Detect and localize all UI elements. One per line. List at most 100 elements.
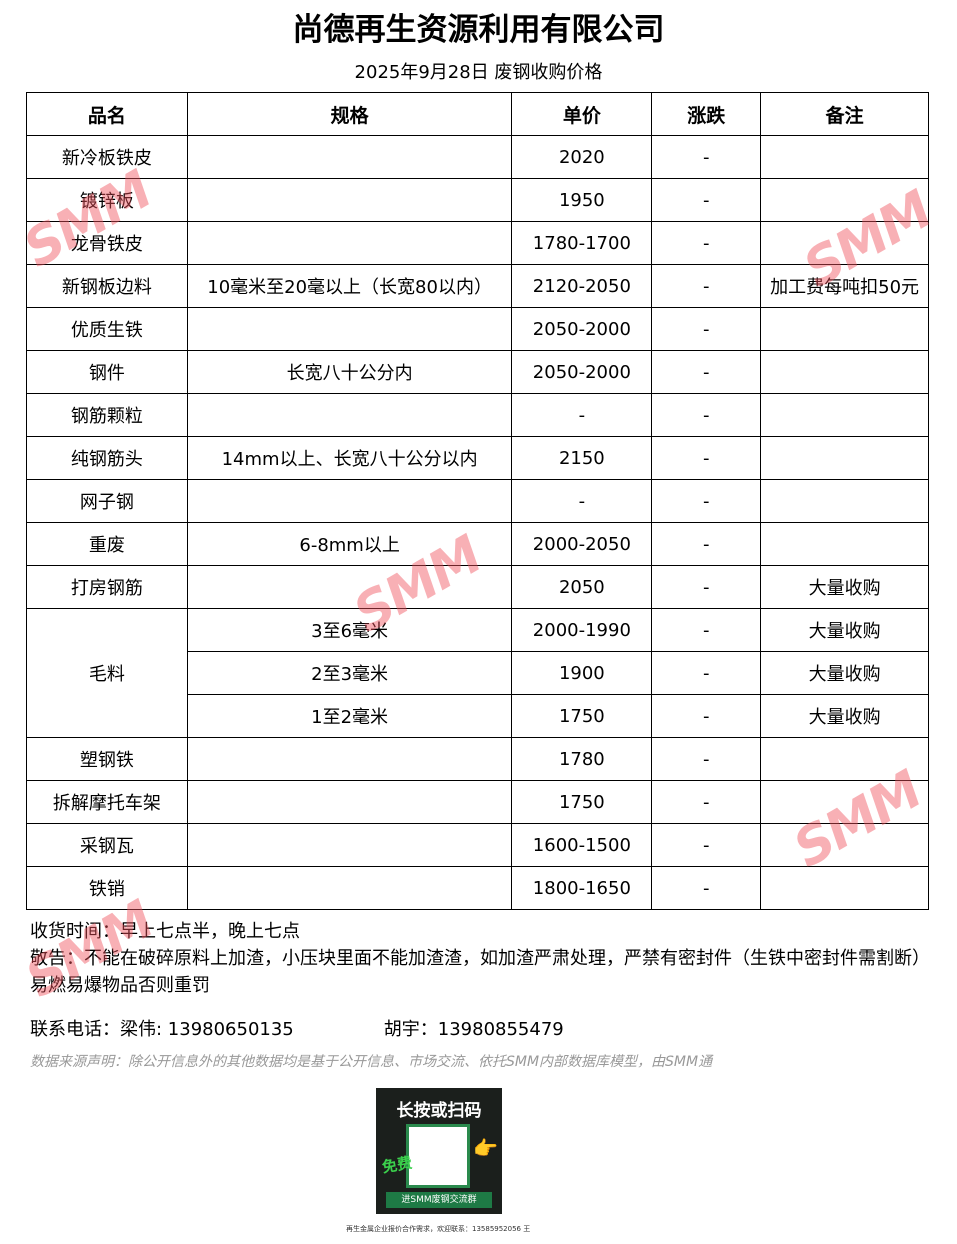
table-row: 网子钢 - - <box>26 479 929 523</box>
product-name: 钢筋颗粒 <box>26 393 188 437</box>
pointing-hand-icon: 👉 <box>473 1136 498 1160</box>
footer-contact: 再生金属企业报价合作需求，欢迎联系：13585952056 王 <box>346 1225 531 1233</box>
price-change: - <box>651 178 762 222</box>
product-spec <box>186 737 513 781</box>
table-row: 塑钢铁 1780- <box>26 737 929 781</box>
product-name: 采钢瓦 <box>26 823 188 867</box>
price-change: - <box>651 694 762 738</box>
product-price: 1750 <box>511 694 653 738</box>
product-note <box>760 522 929 566</box>
price-change: - <box>651 307 762 351</box>
price-change: - <box>651 866 762 910</box>
header-name: 品名 <box>26 92 188 136</box>
header-note: 备注 <box>760 92 929 136</box>
table-row: 毛料 3至6毫米 2000-1990- 大量收购 <box>26 608 929 738</box>
product-note <box>760 350 929 394</box>
contact-primary: 联系电话：梁伟: 13980650135 <box>30 1019 294 1040</box>
product-spec: 6-8mm以上 <box>186 522 513 566</box>
table-row: 镀锌板 1950- <box>26 178 929 222</box>
product-note: 加工费每吨扣50元 <box>760 264 929 308</box>
product-spec: 3至6毫米 <box>186 608 513 652</box>
product-name: 重废 <box>26 522 188 566</box>
table-row: 钢筋颗粒 - - <box>26 393 929 437</box>
table-row: 优质生铁 2050-2000- <box>26 307 929 351</box>
price-subtitle: 2025年9月28日 废钢收购价格 <box>354 62 603 83</box>
product-price: 1900 <box>511 651 653 695</box>
product-note: 大量收购 <box>760 608 929 652</box>
product-price: - <box>511 393 653 437</box>
product-note: 大量收购 <box>760 694 929 738</box>
price-change: - <box>651 522 762 566</box>
product-name: 钢件 <box>26 350 188 394</box>
price-change: - <box>651 393 762 437</box>
product-spec <box>186 307 513 351</box>
product-note <box>760 737 929 781</box>
header-price: 单价 <box>511 92 653 136</box>
product-price: 2020 <box>511 135 653 179</box>
notes: 收货时间：早上七点半，晚上七点 敬告：不能在破碎原料上加渣，小压块里面不能加渣渣… <box>30 918 930 999</box>
header-change: 涨跌 <box>651 92 762 136</box>
product-spec <box>186 866 513 910</box>
receiving-hours: 收货时间：早上七点半，晚上七点 <box>30 921 300 942</box>
product-price: 1780-1700 <box>511 221 653 265</box>
qr-banner-text: 进SMM废钢交流群 <box>386 1192 492 1208</box>
product-price: 2050 <box>511 565 653 609</box>
product-spec: 1至2毫米 <box>186 694 513 738</box>
product-note <box>760 436 929 480</box>
product-name: 铁销 <box>26 866 188 910</box>
product-price: 1950 <box>511 178 653 222</box>
table-row: 新冷板铁皮 2020- <box>26 135 929 179</box>
contact-secondary: 胡宇：13980855479 <box>383 1019 564 1040</box>
product-price: 2120-2050 <box>511 264 653 308</box>
disclaimer: 数据来源声明：除公开信息外的其他数据均是基于公开信息、市场交流、依托SMM内部数… <box>30 1054 713 1070</box>
price-change: - <box>651 350 762 394</box>
table-row: 纯钢筋头 14mm以上、长宽八十公分以内 2150- <box>26 436 929 480</box>
product-note <box>760 866 929 910</box>
product-spec <box>186 393 513 437</box>
contact-info: 联系电话：梁伟: 13980650135 胡宇：13980855479 <box>30 1015 564 1041</box>
price-change: - <box>651 479 762 523</box>
qr-code-icon <box>406 1124 470 1188</box>
product-price: 2150 <box>511 436 653 480</box>
table-row: 1至2毫米 1750- 大量收购 <box>27 694 929 738</box>
product-note <box>760 307 929 351</box>
table-row: 重废 6-8mm以上 2000-2050- <box>26 522 929 566</box>
product-name: 镀锌板 <box>26 178 188 222</box>
product-spec: 14mm以上、长宽八十公分以内 <box>186 436 513 480</box>
table-row: 新钢板边料 10毫米至20毫以上（长宽80以内） 2120-2050- 加工费每吨扣5… <box>26 264 929 308</box>
price-change: - <box>651 264 762 308</box>
product-price: 2050-2000 <box>511 307 653 351</box>
product-price: - <box>511 479 653 523</box>
price-change: - <box>651 221 762 265</box>
product-spec: 长宽八十公分内 <box>186 350 513 394</box>
qr-code-banner[interactable]: 长按或扫码 免费 👉 进SMM废钢交流群 <box>376 1088 502 1214</box>
price-change: - <box>651 780 762 824</box>
product-name: 优质生铁 <box>26 307 188 351</box>
table-row: 铁销 1800-1650- <box>26 866 929 910</box>
table-row: 采钢瓦 1600-1500- <box>26 823 929 867</box>
product-price: 1750 <box>511 780 653 824</box>
product-name: 纯钢筋头 <box>26 436 188 480</box>
product-spec <box>186 221 513 265</box>
product-spec: 10毫米至20毫以上（长宽80以内） <box>186 264 513 308</box>
product-spec <box>186 135 513 179</box>
product-note <box>760 178 929 222</box>
table-header-row: 品名 规格 单价 涨跌 备注 <box>26 92 929 136</box>
product-spec <box>186 178 513 222</box>
product-name: 龙骨铁皮 <box>26 221 188 265</box>
product-name: 新冷板铁皮 <box>26 135 188 179</box>
warning-text: 敬告：不能在破碎原料上加渣，小压块里面不能加渣渣，如加渣严肃处理，严禁有密封件（… <box>30 948 930 996</box>
product-name: 塑钢铁 <box>26 737 188 781</box>
product-spec <box>186 479 513 523</box>
product-price: 1600-1500 <box>511 823 653 867</box>
table-row: 2至3毫米 1900- 大量收购 <box>27 651 929 695</box>
product-price: 2000-1990 <box>511 608 653 652</box>
product-spec: 2至3毫米 <box>186 651 513 695</box>
price-change: - <box>651 737 762 781</box>
product-note: 大量收购 <box>760 651 929 695</box>
price-change: - <box>651 565 762 609</box>
product-note: 大量收购 <box>760 565 929 609</box>
product-spec <box>186 823 513 867</box>
product-price: 1780 <box>511 737 653 781</box>
price-change: - <box>651 135 762 179</box>
